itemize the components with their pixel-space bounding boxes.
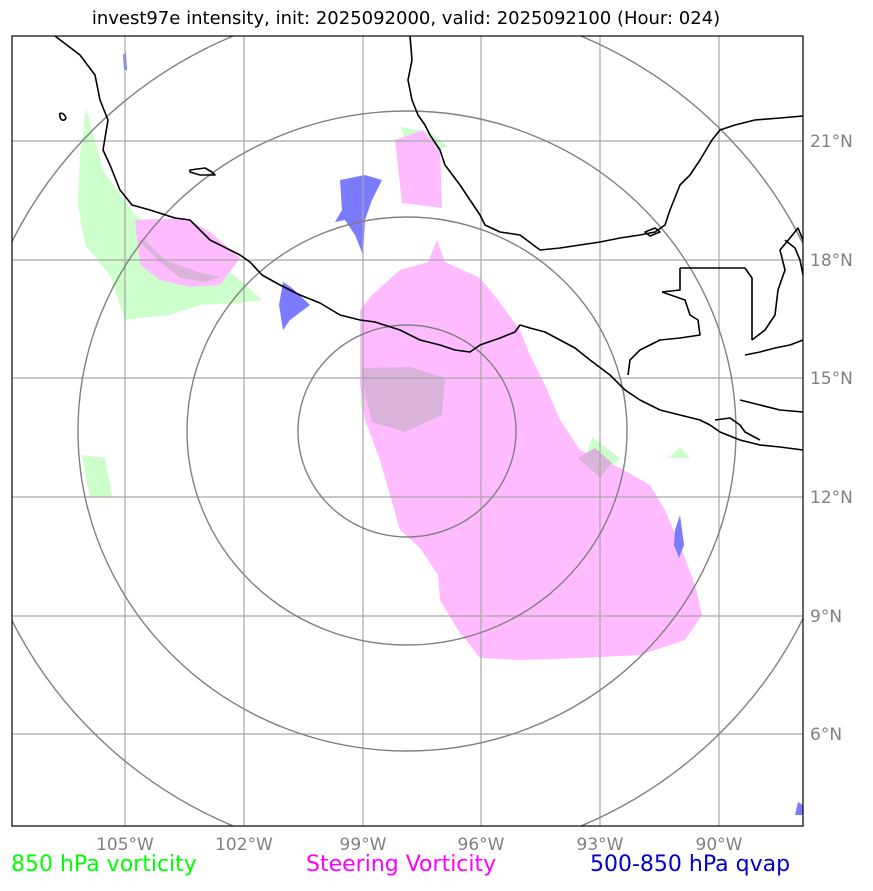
range-ring-3 <box>77 110 737 752</box>
qvap-corner <box>795 802 803 815</box>
overlap-west <box>138 240 220 282</box>
legend-steering-vorticity: Steering Vorticity <box>306 852 497 877</box>
yucatan-right <box>784 239 803 276</box>
steering-vorticity-north <box>395 130 442 208</box>
island-west <box>58 112 67 121</box>
steering-vorticity-fields <box>135 130 702 660</box>
range-ring-2 <box>186 216 628 646</box>
steering-vorticity-main <box>360 240 702 660</box>
coastlines <box>54 36 803 451</box>
gulf-of-mexico-coast <box>407 36 803 251</box>
lat-label: 21°N <box>810 132 853 152</box>
lon-label: 99°W <box>340 835 387 855</box>
lat-label: 15°N <box>810 369 853 389</box>
mexico-pacific-coast <box>54 36 803 451</box>
lon-label: 105°W <box>96 835 154 855</box>
vorticity-850-far-east <box>668 447 690 458</box>
legend-qvap: 500-850 hPa qvap <box>590 852 791 877</box>
steering-vorticity-west <box>135 218 240 287</box>
lon-label: 90°W <box>696 835 743 855</box>
lat-label: 12°N <box>810 488 853 508</box>
qvap-north <box>335 175 382 255</box>
honduras-coast <box>744 339 803 356</box>
longitude-labels: 105°W 102°W 99°W 96°W 93°W 90°W <box>96 835 743 855</box>
lat-label: 9°N <box>810 607 842 627</box>
map-frame <box>11 35 804 827</box>
vorticity-850-west-band <box>78 108 262 320</box>
overlap-center <box>362 367 445 432</box>
lon-label: 93°W <box>577 835 624 855</box>
graticule <box>12 36 803 826</box>
yucatan-border <box>680 267 753 340</box>
baja-fragment <box>189 167 216 176</box>
gulf-island <box>644 227 661 237</box>
latitude-labels: 21°N 18°N 15°N 12°N 9°N 6°N <box>810 132 853 745</box>
central-america-border <box>739 399 803 413</box>
legend-850-vorticity: 850 hPa vorticity <box>11 852 197 877</box>
lon-label: 96°W <box>458 835 505 855</box>
lon-label: 102°W <box>215 835 273 855</box>
vorticity-850-small-west <box>82 455 112 498</box>
range-rings <box>12 36 803 826</box>
qvap-east <box>674 515 684 558</box>
guatemala-south <box>627 291 701 376</box>
lat-label: 18°N <box>810 251 853 271</box>
qvap-fields <box>123 52 803 815</box>
overlap-fields <box>138 240 612 478</box>
range-ring-1 <box>297 324 517 538</box>
lat-label: 6°N <box>810 725 842 745</box>
central-america-lake <box>714 417 761 441</box>
belize-coast <box>751 227 803 341</box>
map-title: invest97e intensity, init: 2025092000, v… <box>91 8 721 29</box>
overlap-east <box>578 448 612 478</box>
guatemala-border <box>661 268 681 293</box>
qvap-west <box>279 282 310 330</box>
